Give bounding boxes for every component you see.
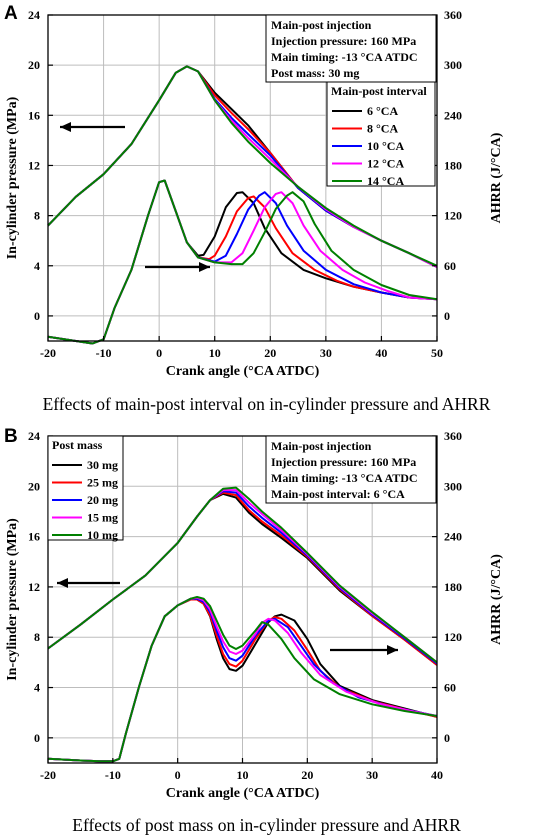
ahrr-axis-arrow-head [387, 645, 398, 655]
y2-tick-label: 180 [444, 580, 462, 594]
legend-box [47, 435, 124, 541]
x-axis-label: Crank angle (°CA ATDC) [166, 786, 320, 801]
x-axis-label: Crank angle (°CA ATDC) [166, 364, 320, 379]
y2-tick-label: 240 [444, 108, 462, 122]
chart-panel-b: -20 -10 0 10 20 30 400481216202406012018024030… [5, 429, 504, 801]
legend-label: 14 °CA [367, 174, 404, 188]
ahrr-series-line [47, 596, 438, 763]
info-box-line: Main-post interval: 6 °CA [271, 487, 405, 501]
y-tick-label: 4 [34, 681, 40, 695]
info-box-line: Main timing: -13 °CA ATDC [271, 50, 418, 64]
legend-box [326, 81, 436, 187]
ahrr-axis-arrow-head [199, 262, 210, 272]
legend-title: Post mass [52, 438, 103, 452]
y2-tick-label: 180 [444, 158, 462, 172]
x-tick-label: 40 [375, 346, 387, 360]
y-tick-label: 12 [28, 158, 40, 172]
y-tick-label: 16 [28, 530, 40, 544]
legend-title: Main-post interval [331, 84, 427, 98]
x-tick-label: 50 [431, 346, 443, 360]
x-tick-label: 10 [237, 768, 249, 782]
x-tick-label: 40 [431, 768, 443, 782]
y2-tick-label: 360 [444, 429, 462, 443]
info-box-line: Injection pressure: 160 MPa [271, 455, 416, 469]
x-tick-label: -10 [105, 768, 121, 782]
y2-tick-label: 360 [444, 8, 462, 22]
y2-tick-label: 0 [444, 309, 450, 323]
x-tick-label: 30 [320, 346, 332, 360]
pressure-series-line [47, 486, 438, 664]
legend-label: 10 mg [87, 528, 118, 542]
y-tick-label: 20 [28, 479, 40, 493]
y-tick-label: 16 [28, 108, 40, 122]
panel-label-b: B [4, 426, 18, 447]
y-tick-label: 0 [34, 309, 40, 323]
pressure-axis-arrow-head [60, 122, 71, 132]
legend-label: 30 mg [87, 458, 118, 472]
y2-axis-label: AHRR (J/°CA) [489, 554, 504, 645]
plot-frame [47, 14, 438, 342]
y-axis-label: In-cylinder pressure (MPa) [5, 96, 20, 259]
legend-label: 20 mg [87, 493, 118, 507]
ahrr-series-line [47, 179, 438, 345]
x-tick-label: -10 [96, 346, 112, 360]
x-tick-label: -20 [40, 768, 56, 782]
info-box-line: Main-post injection [271, 18, 372, 32]
x-tick-label: 20 [264, 346, 276, 360]
info-box-line: Main timing: -13 °CA ATDC [271, 471, 418, 485]
legend-label: 15 mg [87, 511, 118, 525]
y-tick-label: 4 [34, 259, 40, 273]
y-tick-label: 0 [34, 731, 40, 745]
y2-axis-label: AHRR (J/°CA) [489, 132, 504, 223]
y-axis-label: In-cylinder pressure (MPa) [5, 518, 20, 681]
y2-tick-label: 120 [444, 209, 462, 223]
info-box-line: Post mass: 30 mg [271, 66, 359, 80]
y2-tick-label: 0 [444, 731, 450, 745]
pressure-series-line [47, 65, 438, 267]
y-tick-label: 24 [28, 429, 40, 443]
x-tick-label: 0 [156, 346, 162, 360]
legend-label: 25 mg [87, 476, 118, 490]
legend-label: 12 °CA [367, 157, 404, 171]
chart-panel-a: -20 -10 0 10 20 30 40 5004812162024060120180240… [5, 8, 504, 379]
y-tick-label: 8 [34, 209, 40, 223]
legend-label: 8 °CA [367, 122, 398, 136]
y2-tick-label: 60 [444, 681, 456, 695]
y-tick-label: 20 [28, 58, 40, 72]
caption-a: Effects of main-post interval on in-cyli… [42, 394, 491, 414]
x-tick-label: 0 [175, 768, 181, 782]
x-tick-label: -20 [40, 346, 56, 360]
y2-tick-label: 300 [444, 58, 462, 72]
ahrr-series-line [47, 179, 438, 345]
x-tick-label: 30 [366, 768, 378, 782]
y2-tick-label: 240 [444, 530, 462, 544]
y-tick-label: 24 [28, 8, 40, 22]
legend-label: 10 °CA [367, 139, 404, 153]
y2-tick-label: 60 [444, 259, 456, 273]
legend-label: 6 °CA [367, 104, 398, 118]
info-box [265, 435, 437, 504]
caption-b: Effects of post mass on in-cylinder pres… [72, 815, 461, 835]
x-tick-label: 20 [301, 768, 313, 782]
y-tick-label: 12 [28, 580, 40, 594]
y2-tick-label: 120 [444, 630, 462, 644]
info-box-line: Main-post injection [271, 439, 372, 453]
y2-tick-label: 300 [444, 479, 462, 493]
pressure-axis-arrow-head [57, 578, 68, 588]
y-tick-label: 8 [34, 630, 40, 644]
panel-label-a: A [4, 3, 18, 24]
x-tick-label: 10 [209, 346, 221, 360]
info-box-line: Injection pressure: 160 MPa [271, 34, 416, 48]
